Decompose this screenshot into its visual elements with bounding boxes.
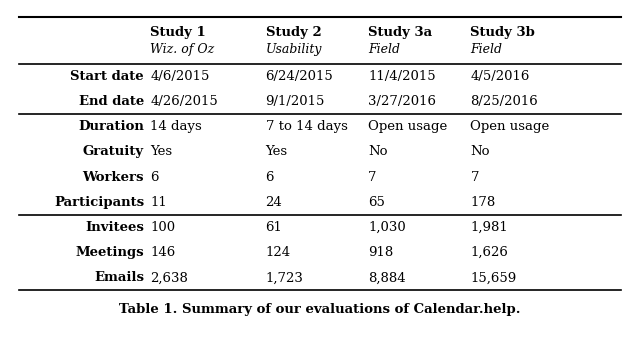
Text: Study 3a: Study 3a (368, 27, 432, 39)
Text: Meetings: Meetings (76, 246, 144, 259)
Text: 4/5/2016: 4/5/2016 (470, 70, 530, 83)
Text: 14 days: 14 days (150, 120, 202, 133)
Text: 11: 11 (150, 196, 167, 209)
Text: No: No (368, 146, 387, 158)
Text: 15,659: 15,659 (470, 272, 516, 284)
Text: 100: 100 (150, 221, 175, 234)
Text: Emails: Emails (94, 272, 144, 284)
Text: Study 1: Study 1 (150, 27, 206, 39)
Text: Field: Field (368, 43, 400, 56)
Text: Study 3b: Study 3b (470, 27, 535, 39)
Text: Open usage: Open usage (368, 120, 447, 133)
Text: 61: 61 (266, 221, 282, 234)
Text: 6: 6 (266, 171, 274, 184)
Text: Study 2: Study 2 (266, 27, 321, 39)
Text: 1,723: 1,723 (266, 272, 303, 284)
Text: 178: 178 (470, 196, 495, 209)
Text: 9/1/2015: 9/1/2015 (266, 95, 325, 108)
Text: Yes: Yes (150, 146, 173, 158)
Text: 7: 7 (368, 171, 376, 184)
Text: 124: 124 (266, 246, 291, 259)
Text: Field: Field (470, 43, 502, 56)
Text: Yes: Yes (266, 146, 288, 158)
Text: 7 to 14 days: 7 to 14 days (266, 120, 348, 133)
Text: 6/24/2015: 6/24/2015 (266, 70, 333, 83)
Text: Open usage: Open usage (470, 120, 550, 133)
Text: End date: End date (79, 95, 144, 108)
Text: 1,626: 1,626 (470, 246, 508, 259)
Text: Workers: Workers (83, 171, 144, 184)
Text: 2,638: 2,638 (150, 272, 188, 284)
Text: Start date: Start date (70, 70, 144, 83)
Text: 4/26/2015: 4/26/2015 (150, 95, 218, 108)
Text: 1,981: 1,981 (470, 221, 508, 234)
Text: 8/25/2016: 8/25/2016 (470, 95, 538, 108)
Text: 1,030: 1,030 (368, 221, 406, 234)
Text: 7: 7 (470, 171, 479, 184)
Text: 4/6/2015: 4/6/2015 (150, 70, 210, 83)
Text: 3/27/2016: 3/27/2016 (368, 95, 436, 108)
Text: Table 1. Summary of our evaluations of Calendar.help.: Table 1. Summary of our evaluations of C… (119, 303, 521, 316)
Text: Gratuity: Gratuity (83, 146, 144, 158)
Text: Invitees: Invitees (85, 221, 144, 234)
Text: 146: 146 (150, 246, 175, 259)
Text: Usability: Usability (266, 43, 322, 56)
Text: 11/4/2015: 11/4/2015 (368, 70, 436, 83)
Text: Wiz. of Oz: Wiz. of Oz (150, 43, 214, 56)
Text: 8,884: 8,884 (368, 272, 406, 284)
Text: 6: 6 (150, 171, 159, 184)
Text: 918: 918 (368, 246, 393, 259)
Text: 65: 65 (368, 196, 385, 209)
Text: Participants: Participants (54, 196, 144, 209)
Text: No: No (470, 146, 490, 158)
Text: 24: 24 (266, 196, 282, 209)
Text: Duration: Duration (78, 120, 144, 133)
